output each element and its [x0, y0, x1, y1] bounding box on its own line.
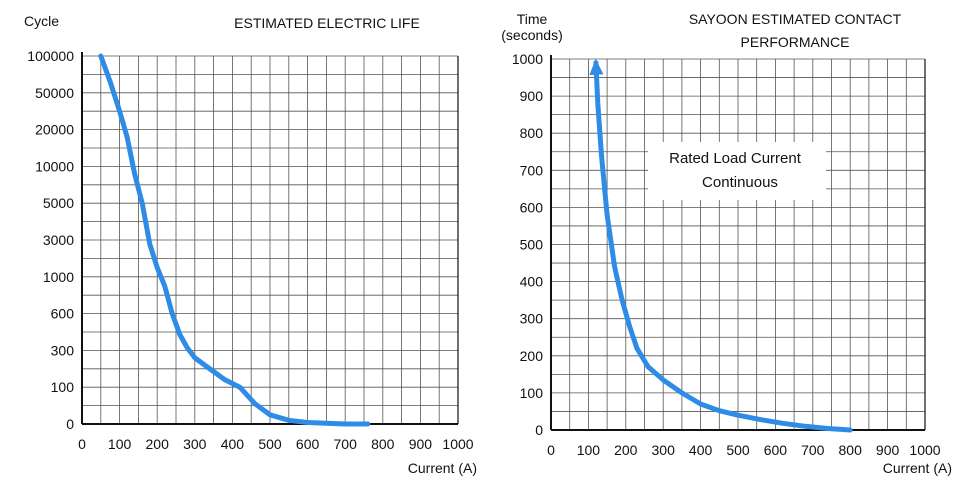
x-tick-label: 700: [801, 442, 825, 458]
x-tick-label: 0: [547, 442, 555, 458]
annotation-background: [648, 142, 826, 200]
series-path: [98, 53, 371, 427]
series-line-left: [98, 53, 371, 427]
y-tick-label: 100: [520, 385, 544, 401]
y-tick-label: 0: [535, 422, 543, 438]
y-tick-label: 0: [66, 416, 74, 432]
y-tick-label: 3000: [43, 232, 74, 248]
x-ticks-right: 0 100 200 300 400 500 600 700 800 900 1000: [547, 442, 941, 458]
y-tick-label: 50000: [35, 85, 74, 101]
y-tick-label: 400: [520, 274, 544, 290]
y-tick-label: 100000: [27, 48, 74, 64]
series-line-right: [589, 58, 853, 433]
y-tick-label: 20000: [35, 122, 74, 138]
chart-title-right-line2: PERFORMANCE: [741, 34, 850, 50]
y-tick-label: 300: [520, 311, 544, 327]
x-ticks-left: 0 100 200 300 400 500 600 700 800 900 1000: [78, 436, 474, 452]
electric-life-chart: Cycle ESTIMATED ELECTRIC LIFE 0 100 200 300…: [24, 13, 477, 476]
y-ticks-right: 0 100 200 300 400 500 600 700 800 900 1000: [512, 51, 543, 438]
y-tick-label: 100: [51, 379, 75, 395]
x-tick-label: 1000: [442, 436, 473, 452]
annotation-line1: Rated Load Current: [669, 150, 802, 167]
x-tick-label: 900: [876, 442, 900, 458]
y-axis-label-right-line1: Time: [517, 11, 548, 27]
contact-performance-chart: Time (seconds) SAYOON ESTIMATED CONTACT …: [501, 11, 952, 476]
annotation-box: Rated Load Current Continuous: [648, 142, 826, 200]
x-tick-label: 700: [334, 436, 358, 452]
y-axis-label-right-line2: (seconds): [501, 27, 562, 43]
series-path: [593, 60, 853, 433]
x-tick-label: 100: [577, 442, 601, 458]
x-tick-label: 200: [614, 442, 638, 458]
x-tick-label: 200: [146, 436, 170, 452]
x-tick-label: 600: [296, 436, 320, 452]
x-tick-label: 400: [221, 436, 245, 452]
y-tick-label: 5000: [43, 195, 74, 211]
y-tick-label: 10000: [35, 158, 74, 174]
x-tick-label: 100: [108, 436, 132, 452]
grid-left: [81, 52, 459, 425]
y-ticks-left: 0 100 300 600 1000 3000 5000 10000 20000 50000 100…: [27, 48, 74, 432]
x-tick-label: 300: [183, 436, 207, 452]
y-tick-label: 900: [520, 88, 544, 104]
grid-right: [550, 55, 926, 431]
y-tick-label: 300: [51, 342, 75, 358]
y-tick-label: 600: [520, 199, 544, 215]
x-axis-label-left: Current (A): [408, 460, 477, 476]
x-tick-label: 900: [409, 436, 433, 452]
y-tick-label: 1000: [512, 51, 543, 67]
x-tick-label: 300: [652, 442, 676, 458]
y-tick-label: 600: [51, 306, 75, 322]
x-tick-label: 800: [839, 442, 863, 458]
y-tick-label: 1000: [43, 269, 74, 285]
y-tick-label: 800: [520, 125, 544, 141]
x-tick-label: 600: [764, 442, 788, 458]
x-tick-label: 400: [689, 442, 713, 458]
y-axis-label-left: Cycle: [24, 13, 59, 29]
series-arrowhead: [589, 58, 604, 76]
y-tick-label: 500: [520, 237, 544, 253]
annotation-line2: Continuous: [702, 174, 778, 191]
chart-title-left: ESTIMATED ELECTRIC LIFE: [234, 15, 420, 31]
x-tick-label: 500: [726, 442, 750, 458]
x-axis-label-right: Current (A): [883, 460, 952, 476]
y-tick-label: 200: [520, 348, 544, 364]
x-tick-label: 1000: [909, 442, 940, 458]
y-tick-label: 700: [520, 162, 544, 178]
x-tick-label: 500: [258, 436, 282, 452]
x-tick-label: 0: [78, 436, 86, 452]
x-tick-label: 800: [371, 436, 395, 452]
chart-title-right-line1: SAYOON ESTIMATED CONTACT: [689, 11, 902, 27]
